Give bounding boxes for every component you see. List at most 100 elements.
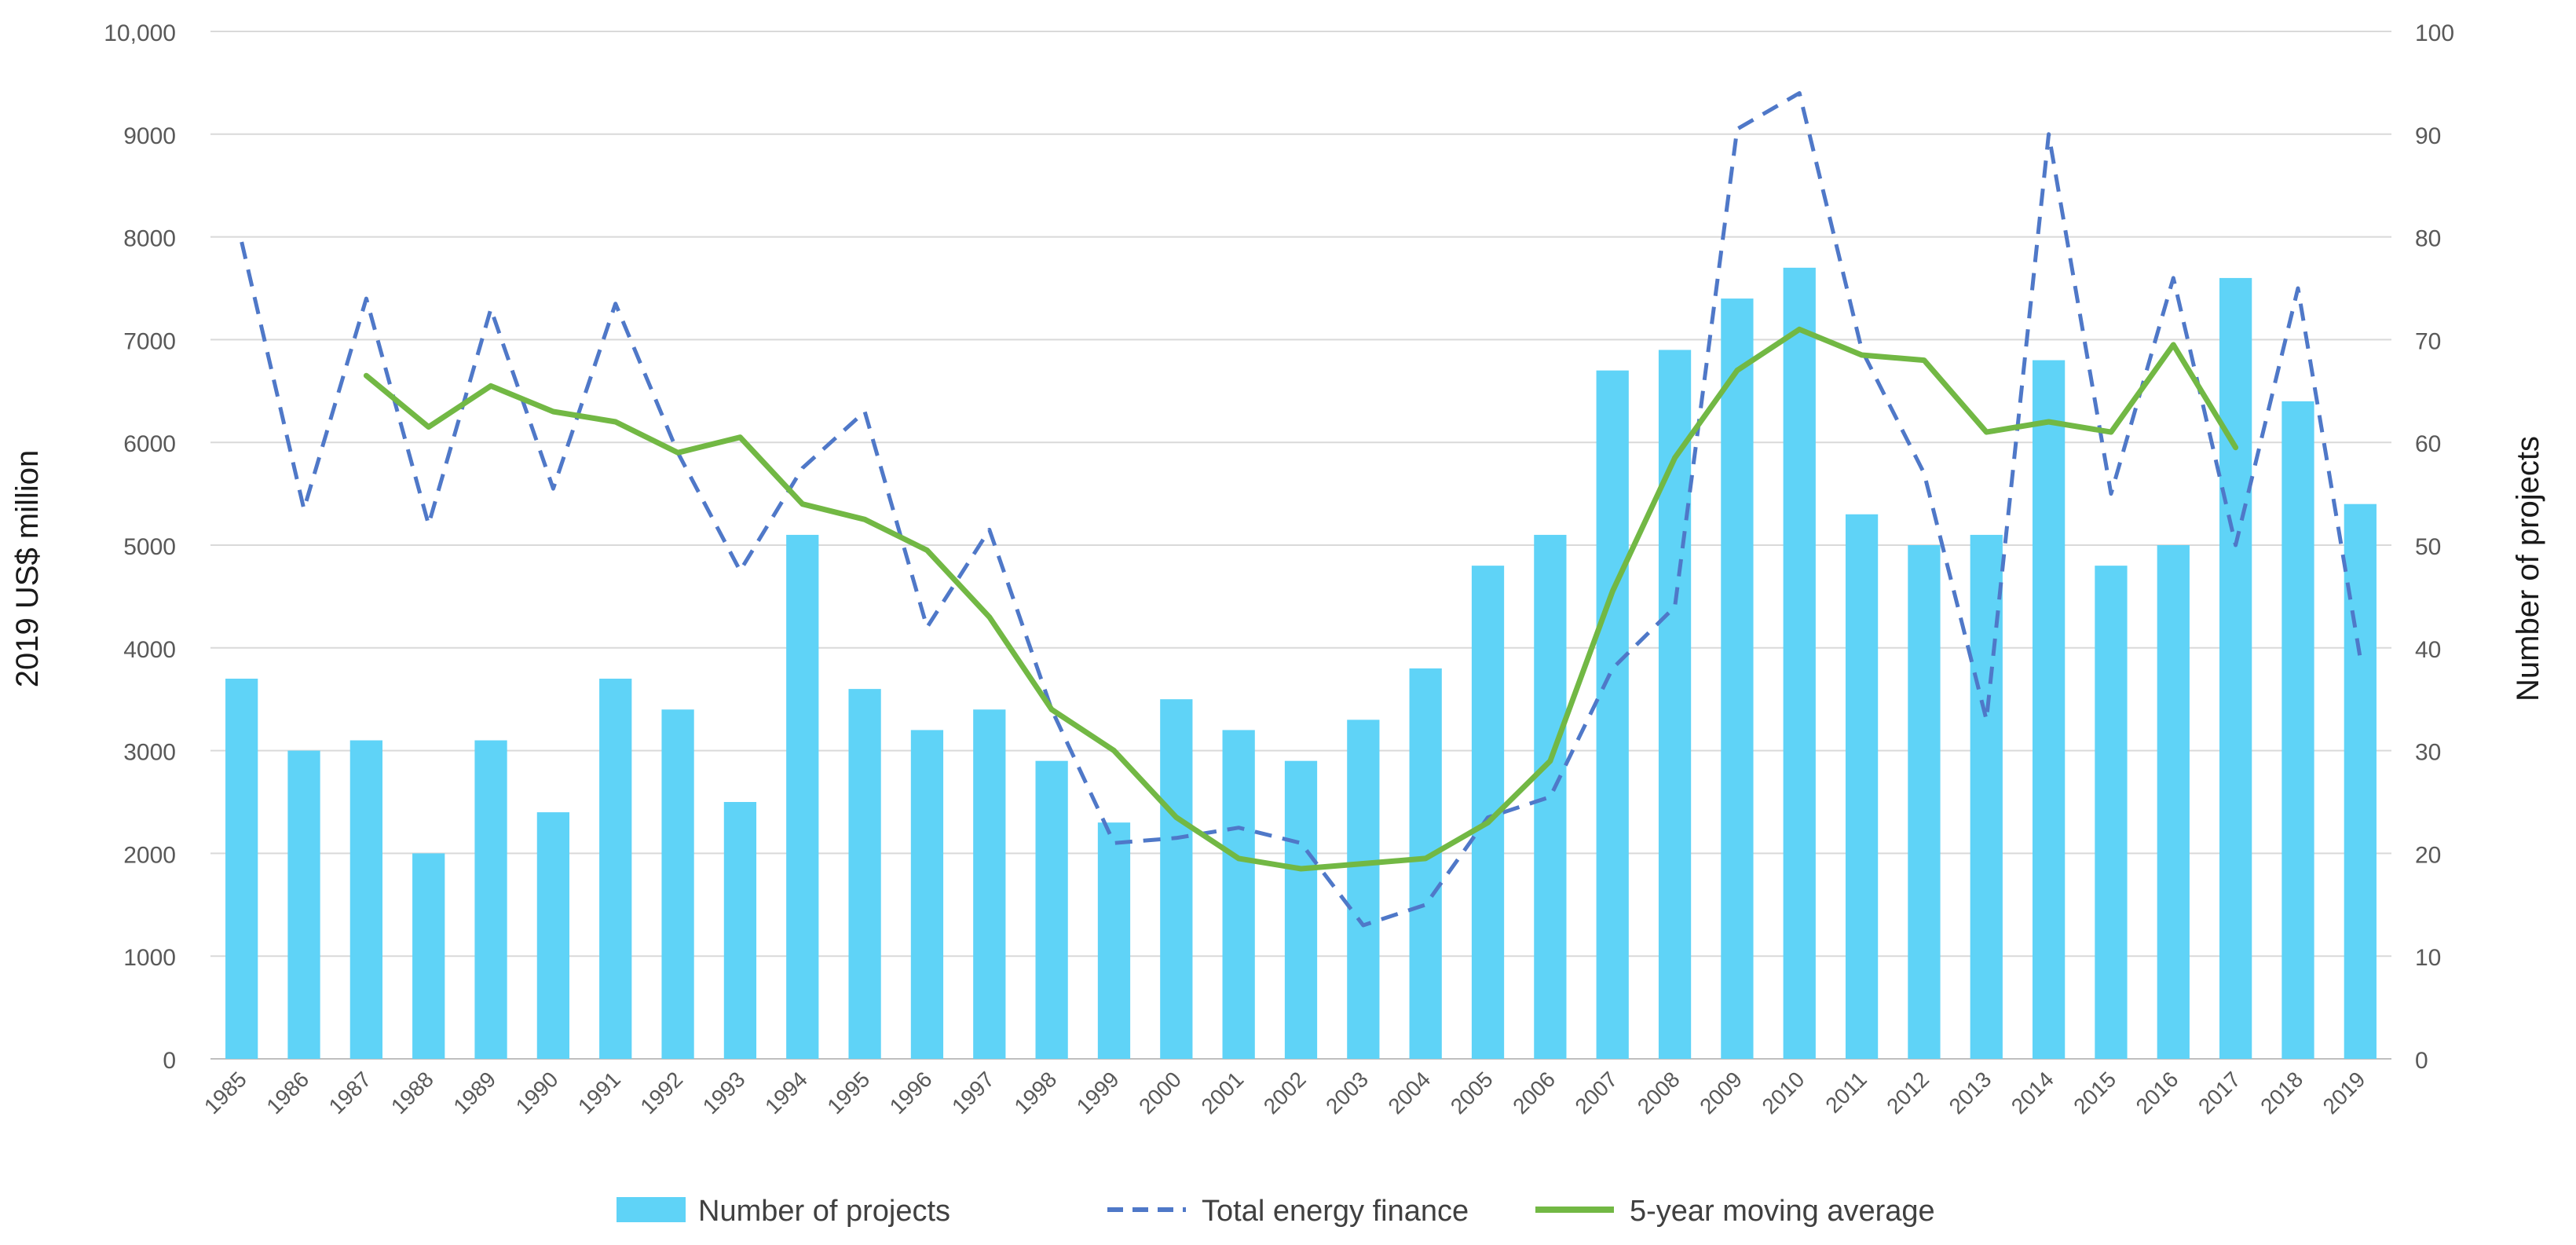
legend-swatch-bar — [617, 1197, 686, 1222]
x-tick-label: 1992 — [635, 1067, 687, 1119]
y-tick-label: 1000 — [123, 945, 176, 971]
x-tick-label: 2012 — [1882, 1067, 1934, 1119]
bar-2004 — [1409, 668, 1442, 1059]
x-tick-label: 2016 — [2131, 1067, 2183, 1119]
x-tick-label: 1999 — [1072, 1067, 1124, 1119]
y2-tick-label: 60 — [2415, 431, 2441, 457]
y-tick-label: 9000 — [123, 123, 176, 149]
bar-1987 — [349, 740, 382, 1059]
total-energy-finance-line — [240, 91, 2362, 928]
bar-2018 — [2281, 401, 2314, 1059]
x-tick-label: 2009 — [1695, 1067, 1747, 1119]
y-tick-label: 8000 — [123, 226, 176, 252]
legend-label: Total energy finance — [1202, 1195, 1469, 1228]
x-tick-label: 2002 — [1259, 1067, 1311, 1119]
bar-1992 — [661, 709, 694, 1059]
x-tick-label: 2004 — [1383, 1067, 1435, 1119]
bar-2000 — [1160, 699, 1193, 1059]
y2-tick-label: 70 — [2415, 328, 2441, 354]
x-tick-label: 1991 — [573, 1067, 625, 1119]
y-axis-title: 2019 US$ million — [10, 450, 45, 687]
x-tick-label: 1993 — [698, 1067, 750, 1119]
moving-average-line — [363, 326, 2239, 872]
y-tick-label: 4000 — [123, 637, 176, 663]
legend-label: 5-year moving average — [1630, 1195, 1935, 1228]
y-tick-label: 10,000 — [104, 20, 176, 46]
gridlines — [210, 31, 2391, 1060]
y2-tick-label: 30 — [2415, 740, 2441, 766]
bar-2012 — [1908, 545, 1941, 1059]
bar-2010 — [1783, 267, 1816, 1060]
bar-1999 — [1097, 822, 1131, 1059]
y2-tick-label: 20 — [2415, 842, 2441, 868]
y2-tick-label: 40 — [2415, 637, 2441, 663]
y2-tick-label: 0 — [2415, 1048, 2428, 1074]
bar-1994 — [786, 534, 819, 1059]
x-tick-label: 2015 — [2069, 1067, 2120, 1119]
bar-2017 — [2219, 277, 2252, 1059]
legend-label: Number of projects — [698, 1195, 950, 1228]
x-tick-label: 2013 — [1945, 1067, 1996, 1119]
legend: Number of projects Total energy finance 5-… — [617, 1195, 1935, 1228]
bar-2007 — [1596, 370, 1629, 1059]
y2-tick-label: 50 — [2415, 534, 2441, 560]
x-tick-label: 2000 — [1134, 1067, 1186, 1119]
bar-2015 — [2095, 566, 2128, 1059]
bar-1993 — [723, 802, 757, 1059]
x-tick-label: 1996 — [885, 1067, 937, 1119]
bar-2009 — [1721, 298, 1754, 1060]
x-tick-label: 1985 — [199, 1067, 251, 1119]
bar-1995 — [848, 689, 881, 1059]
bar-1996 — [910, 730, 944, 1059]
bar-1997 — [973, 709, 1006, 1059]
y-tick-label: 2000 — [123, 842, 176, 868]
x-tick-label: 2005 — [1446, 1067, 1498, 1119]
x-tick-label: 2003 — [1321, 1067, 1373, 1119]
bar-2011 — [1845, 514, 1879, 1059]
y2-tick-label: 10 — [2415, 945, 2441, 971]
x-tick-label: 2008 — [1633, 1067, 1685, 1119]
x-tick-label: 2014 — [2007, 1067, 2058, 1119]
y-tick-label: 5000 — [123, 534, 176, 560]
y-tick-label: 6000 — [123, 431, 176, 457]
y2-tick-label: 100 — [2415, 20, 2454, 46]
bar-series — [225, 267, 2377, 1060]
y-tick-label: 7000 — [123, 328, 176, 354]
bar-2014 — [2032, 360, 2066, 1059]
x-tick-label: 1997 — [947, 1067, 999, 1119]
bar-1985 — [225, 679, 258, 1059]
x-tick-label: 1988 — [386, 1067, 438, 1119]
x-tick-label: 1986 — [262, 1067, 313, 1119]
x-tick-label: 1994 — [760, 1067, 812, 1119]
bar-2002 — [1284, 760, 1318, 1059]
x-tick-label: 2011 — [1820, 1067, 1872, 1118]
bar-1991 — [599, 679, 632, 1059]
y-tick-label: 3000 — [123, 740, 176, 766]
x-tick-label: 2018 — [2256, 1067, 2307, 1119]
x-tick-label: 2007 — [1570, 1067, 1622, 1119]
x-tick-label: 1995 — [822, 1067, 874, 1119]
x-tick-label: 2001 — [1196, 1067, 1248, 1119]
bar-1989 — [474, 740, 507, 1059]
line-series — [240, 91, 2362, 928]
y2-axis-title: Number of projects — [2511, 436, 2545, 701]
y-tick-label: 0 — [163, 1048, 176, 1074]
x-tick-label: 2006 — [1508, 1067, 1560, 1119]
bar-2003 — [1347, 720, 1380, 1059]
y2-tick-label: 80 — [2415, 226, 2441, 252]
bar-1988 — [412, 853, 445, 1059]
bar-2006 — [1534, 534, 1567, 1059]
x-tick-label: 1989 — [448, 1067, 500, 1119]
y2-tick-label: 90 — [2415, 123, 2441, 149]
x-tick-label: 2017 — [2194, 1067, 2245, 1119]
bar-2008 — [1658, 350, 1692, 1060]
bar-1990 — [536, 812, 570, 1059]
x-tick-label: 1990 — [511, 1067, 563, 1119]
x-tick-label: 1998 — [1009, 1067, 1061, 1119]
x-tick-label: 2010 — [1758, 1067, 1809, 1119]
x-tick-label: 2019 — [2318, 1067, 2370, 1119]
bar-1998 — [1035, 760, 1068, 1059]
bar-2016 — [2157, 545, 2190, 1059]
x-tick-label: 1987 — [324, 1067, 376, 1119]
